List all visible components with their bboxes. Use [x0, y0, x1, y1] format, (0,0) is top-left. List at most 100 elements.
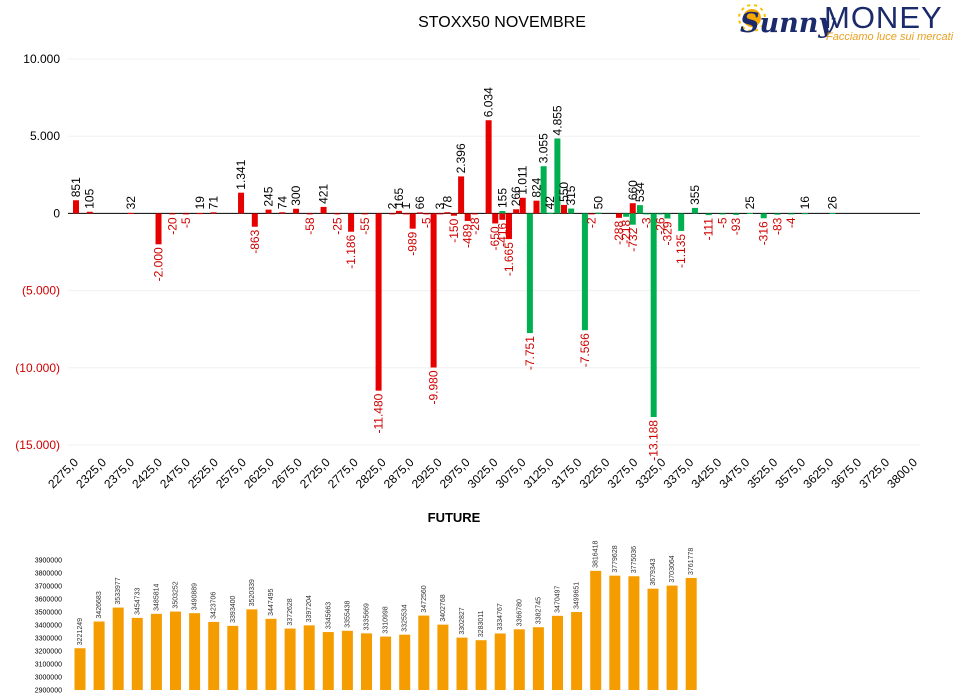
- bar: [238, 192, 245, 214]
- x-tick-label: 2975,0: [437, 455, 473, 491]
- future-y-tick-label: 3800000: [35, 571, 62, 578]
- future-y-tick-label: 3400000: [35, 623, 62, 630]
- data-label: 2.396: [454, 143, 468, 173]
- future-data-label: 3499651: [574, 582, 581, 609]
- data-label: 2: [385, 202, 399, 209]
- bar: [169, 213, 176, 215]
- future-bar: [322, 632, 334, 690]
- data-label: -3: [640, 217, 654, 228]
- bar: [279, 212, 286, 214]
- x-tick-label: 2275,0: [45, 455, 81, 491]
- data-label: 105: [83, 188, 97, 208]
- bar: [657, 213, 664, 215]
- x-tick-label: 3175,0: [549, 455, 585, 491]
- data-label: -1.665: [502, 242, 516, 276]
- future-data-label: 3761778: [688, 548, 695, 575]
- future-bar: [227, 625, 239, 690]
- data-label: -650: [488, 226, 502, 250]
- bar: [389, 213, 396, 215]
- bar: [361, 213, 368, 215]
- bar: [86, 211, 93, 214]
- bar: [519, 197, 526, 214]
- bar: [801, 213, 808, 215]
- future-data-label: 3355438: [344, 600, 351, 627]
- bar: [581, 213, 588, 331]
- data-label: -7.566: [578, 333, 592, 367]
- data-label: -26: [653, 217, 667, 235]
- data-label: 155: [495, 188, 509, 208]
- bar: [554, 138, 561, 214]
- bar: [375, 213, 382, 391]
- x-tick-label: 3375,0: [661, 455, 697, 491]
- stoxx50-chart: STOXX50 NOVEMBRE 10.000 5.000 0 (5.000) (10.…: [15, 14, 920, 491]
- future-data-label: 3679343: [650, 558, 657, 585]
- data-label: -4: [784, 217, 798, 228]
- bar: [444, 212, 451, 214]
- future-bar: [647, 588, 659, 690]
- bar: [746, 213, 753, 215]
- bar: [183, 213, 190, 215]
- bar: [643, 213, 650, 215]
- data-label: -25: [330, 217, 344, 235]
- future-data-label: 3335669: [364, 603, 371, 630]
- future-y-tick-label: 3000000: [35, 675, 62, 682]
- bar: [719, 213, 726, 215]
- x-tick-label: 3525,0: [744, 455, 780, 491]
- future-data-label: 3490889: [192, 583, 199, 610]
- data-label: -329: [660, 221, 674, 245]
- bar: [306, 213, 313, 215]
- data-label: 3.055: [537, 133, 551, 163]
- bar: [678, 213, 685, 231]
- x-tick-label: 3475,0: [716, 455, 752, 491]
- future-bar: [532, 627, 544, 690]
- future-data-label: 3397204: [306, 595, 313, 622]
- x-tick-label: 2375,0: [101, 455, 137, 491]
- data-label: 32: [124, 196, 138, 210]
- logo-brand-word: MONEY: [824, 0, 943, 35]
- logo-tagline: Facciamo luce sui mercati: [826, 31, 954, 43]
- x-tick-label: 2825,0: [353, 455, 389, 491]
- bar: [505, 213, 512, 240]
- data-label: -288: [612, 221, 626, 245]
- future-y-tick-label: 3600000: [35, 597, 62, 604]
- x-tick-label: 3125,0: [521, 455, 557, 491]
- bar: [629, 203, 636, 214]
- future-bar: [494, 633, 506, 690]
- future-data-label: 3447495: [268, 588, 275, 615]
- data-label: 71: [207, 196, 221, 210]
- x-tick-label: 3575,0: [772, 455, 808, 491]
- data-label: 245: [262, 186, 276, 206]
- data-label: -1.186: [344, 234, 358, 268]
- data-label: -20: [165, 217, 179, 235]
- bar: [560, 204, 567, 214]
- y-tick-label: 10.000: [23, 52, 60, 66]
- bar: [547, 212, 554, 214]
- data-label: -93: [729, 218, 743, 236]
- data-label: -28: [468, 217, 482, 235]
- future-data-label: 3310998: [383, 606, 390, 633]
- x-tick-label: 3800,0: [884, 455, 920, 491]
- future-bar: [131, 617, 143, 690]
- future-data-label: 3816418: [593, 541, 600, 568]
- bar: [334, 213, 341, 215]
- bar: [409, 213, 416, 229]
- data-label: -316: [757, 221, 771, 245]
- bar: [540, 166, 547, 214]
- future-bar: [93, 621, 105, 690]
- future-bar: [437, 624, 449, 690]
- bar: [513, 209, 520, 214]
- future-data-label: 3302827: [459, 607, 466, 634]
- data-label: -1.135: [674, 234, 688, 268]
- future-data-label: 3470497: [555, 585, 562, 612]
- data-label: 74: [275, 196, 289, 210]
- sun-icon: [738, 4, 766, 32]
- bar: [403, 213, 410, 215]
- x-tick-label: 2575,0: [213, 455, 249, 491]
- future-bar: [303, 625, 315, 690]
- data-label: 165: [392, 188, 406, 208]
- bar: [616, 213, 623, 218]
- bar: [650, 213, 657, 418]
- future-data-label: 3503252: [173, 581, 180, 608]
- data-label: -2: [585, 217, 599, 228]
